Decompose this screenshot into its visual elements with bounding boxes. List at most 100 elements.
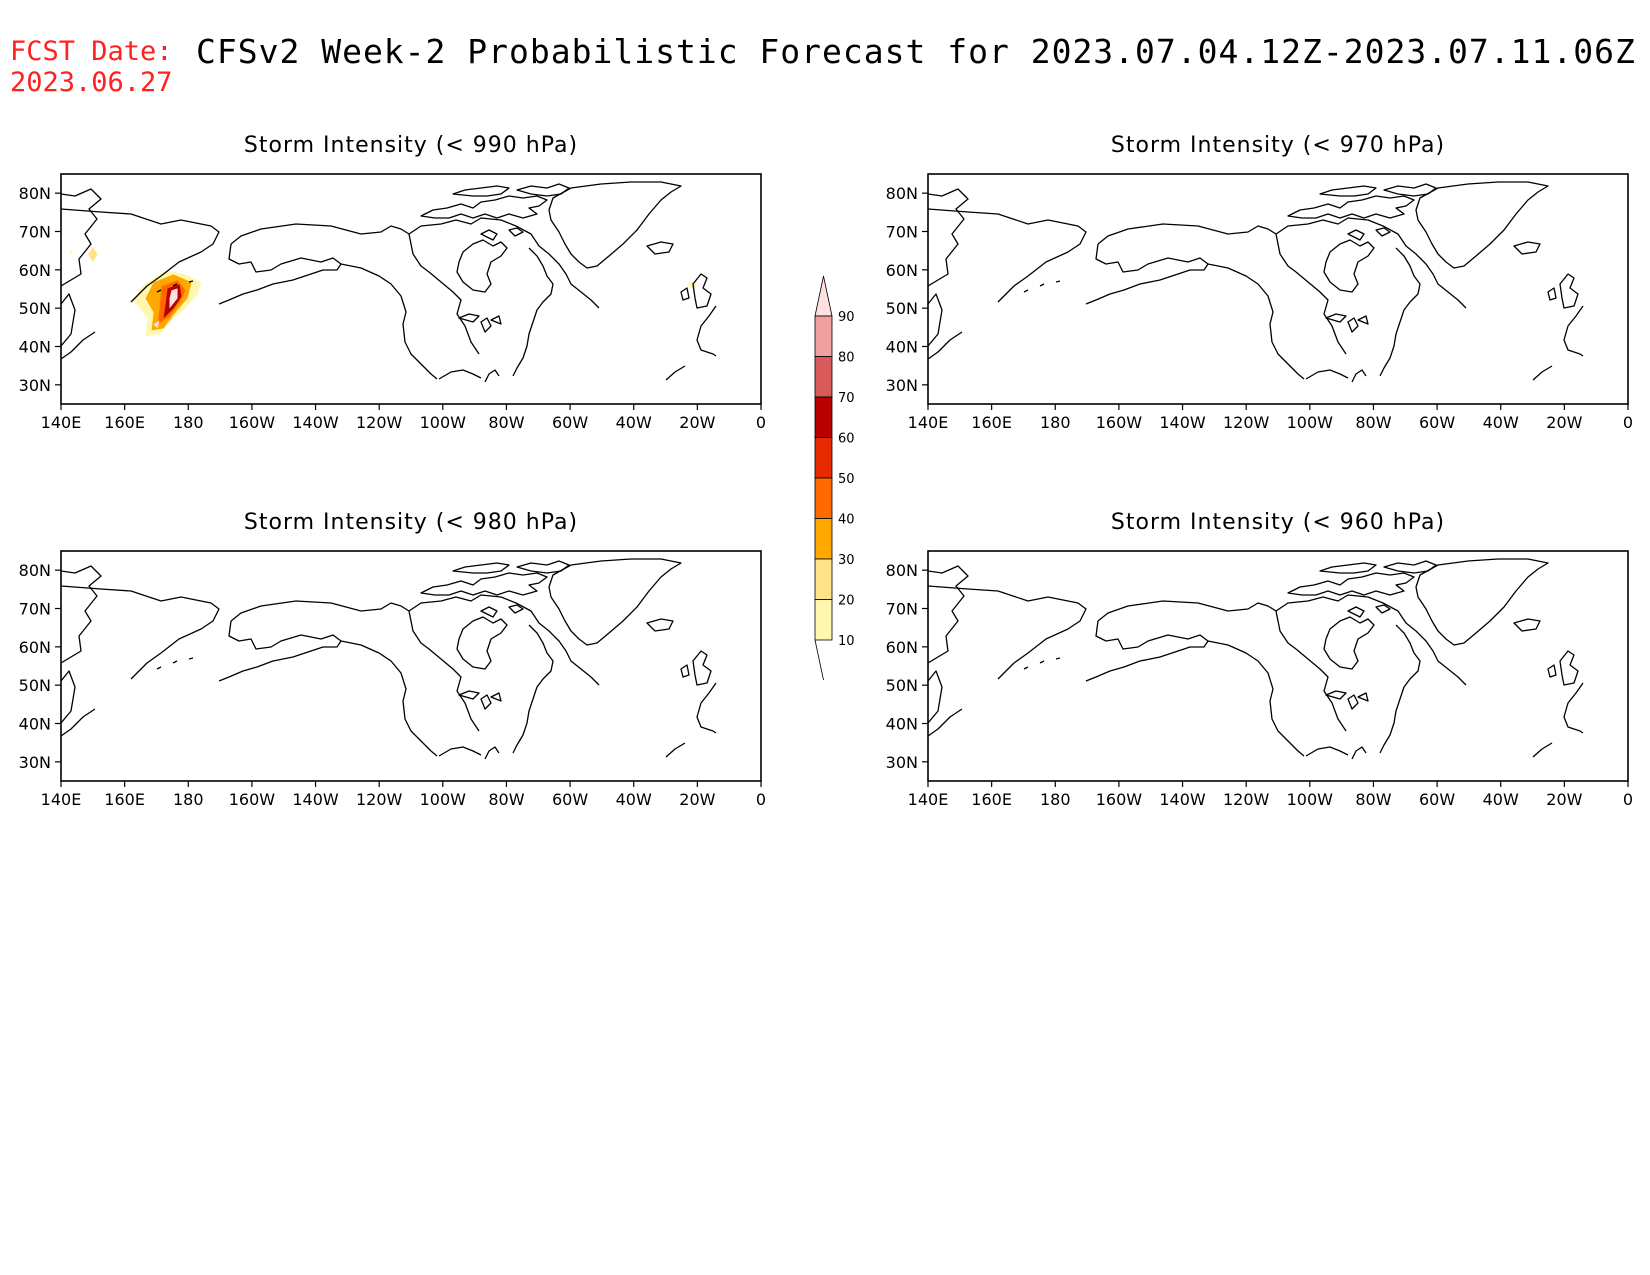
colorbar-tick-label: 10 bbox=[838, 634, 855, 649]
lat-tick-label: 70N bbox=[886, 600, 918, 619]
lon-tick-label: 20W bbox=[679, 413, 715, 432]
lon-tick-label: 180 bbox=[173, 790, 204, 809]
map-panel-p980: Storm Intensity (< 980 hPa) 80N 70N 60N 50N 4… bbox=[19, 510, 766, 809]
lat-tick-label: 30N bbox=[19, 376, 51, 395]
lon-tick-label: 20W bbox=[1546, 413, 1582, 432]
lon-tick-label: 120W bbox=[1223, 790, 1270, 809]
lat-tick-label: 70N bbox=[19, 223, 51, 242]
colorbar-segment bbox=[814, 315, 833, 357]
lon-tick-label: 160E bbox=[971, 790, 1012, 809]
panel-title: Storm Intensity (< 960 hPa) bbox=[1111, 510, 1445, 535]
lon-tick-label: 140W bbox=[292, 790, 339, 809]
lon-tick-label: 140W bbox=[1159, 790, 1206, 809]
lon-tick-label: 160E bbox=[104, 413, 145, 432]
map-frame bbox=[60, 550, 762, 782]
lon-tick-label: 60W bbox=[1419, 413, 1455, 432]
lon-tick-label: 160W bbox=[1096, 413, 1143, 432]
lat-tick-label: 60N bbox=[19, 261, 51, 280]
lat-tick-label: 50N bbox=[19, 676, 51, 695]
lon-tick-label: 100W bbox=[1287, 790, 1334, 809]
fcst-date-label: FCST Date: 2023.06.27 bbox=[10, 36, 173, 98]
lon-tick-label: 120W bbox=[356, 790, 403, 809]
coastline-map bbox=[928, 181, 1584, 383]
lon-tick-label: 20W bbox=[679, 790, 715, 809]
panel-title: Storm Intensity (< 980 hPa) bbox=[244, 510, 578, 535]
lat-tick-label: 50N bbox=[19, 299, 51, 318]
lon-tick-label: 100W bbox=[1287, 413, 1334, 432]
lon-tick-label: 40W bbox=[1483, 413, 1519, 432]
map-panel-p990: Storm Intensity (< 990 hPa) 80N 70N 60N 50N 4… bbox=[19, 133, 766, 432]
colorbar-segment bbox=[814, 437, 833, 479]
lon-tick-label: 140E bbox=[41, 413, 82, 432]
lon-tick-label: 100W bbox=[420, 790, 467, 809]
lon-tick-label: 60W bbox=[552, 413, 588, 432]
map-area bbox=[928, 558, 1584, 760]
lon-tick-label: 180 bbox=[1040, 413, 1071, 432]
lon-tick-label: 160W bbox=[1096, 790, 1143, 809]
lon-tick-label: 120W bbox=[1223, 413, 1270, 432]
lon-tick-label: 0 bbox=[1623, 413, 1633, 432]
panel-title: Storm Intensity (< 990 hPa) bbox=[244, 133, 578, 158]
colorbar-top-triangle bbox=[814, 275, 833, 317]
colorbar-tick-label: 80 bbox=[838, 351, 855, 366]
lon-tick-label: 40W bbox=[1483, 790, 1519, 809]
lon-tick-label: 140E bbox=[41, 790, 82, 809]
map-area bbox=[61, 558, 717, 760]
lon-tick-label: 40W bbox=[616, 790, 652, 809]
map-area bbox=[928, 181, 1584, 383]
colorbar-segment bbox=[814, 477, 833, 519]
colorbar-tick-label: 70 bbox=[838, 391, 855, 406]
map-frame bbox=[927, 550, 1629, 782]
lat-tick-label: 80N bbox=[886, 561, 918, 580]
lon-tick-label: 160W bbox=[229, 413, 276, 432]
lat-tick-label: 50N bbox=[886, 676, 918, 695]
lon-tick-label: 160W bbox=[229, 790, 276, 809]
coastline-map bbox=[61, 558, 717, 760]
lon-tick-label: 180 bbox=[1040, 790, 1071, 809]
colorbar-tick-label: 30 bbox=[838, 553, 855, 568]
lat-tick-label: 30N bbox=[886, 753, 918, 772]
colorbar-segment bbox=[814, 599, 833, 641]
fcst-date-value: 2023.06.27 bbox=[10, 67, 173, 98]
fcst-date-caption: FCST Date: bbox=[10, 36, 173, 67]
lon-tick-label: 140W bbox=[1159, 413, 1206, 432]
lat-tick-label: 80N bbox=[19, 184, 51, 203]
lat-tick-label: 80N bbox=[19, 561, 51, 580]
lat-tick-label: 70N bbox=[19, 600, 51, 619]
lon-tick-label: 0 bbox=[756, 790, 766, 809]
lat-tick-label: 40N bbox=[886, 338, 918, 357]
lon-tick-label: 80W bbox=[488, 413, 524, 432]
map-area bbox=[61, 181, 717, 383]
lon-tick-label: 180 bbox=[173, 413, 204, 432]
figure-title: CFSv2 Week-2 Probabilistic Forecast for … bbox=[196, 32, 1636, 71]
lon-tick-label: 140W bbox=[292, 413, 339, 432]
colorbar-segment bbox=[814, 518, 833, 560]
panel-title: Storm Intensity (< 970 hPa) bbox=[1111, 133, 1445, 158]
lat-tick-label: 30N bbox=[19, 753, 51, 772]
lon-tick-label: 0 bbox=[756, 413, 766, 432]
colorbar-tick-label: 90 bbox=[838, 310, 855, 325]
map-frame bbox=[927, 173, 1629, 405]
lat-tick-label: 40N bbox=[19, 715, 51, 734]
lat-tick-label: 80N bbox=[886, 184, 918, 203]
colorbar-segment bbox=[814, 558, 833, 600]
lon-tick-label: 60W bbox=[552, 790, 588, 809]
colorbar-tick-label: 20 bbox=[838, 594, 855, 609]
lat-tick-label: 40N bbox=[19, 338, 51, 357]
lon-tick-label: 40W bbox=[616, 413, 652, 432]
lon-tick-label: 20W bbox=[1546, 790, 1582, 809]
colorbar-tick-label: 40 bbox=[838, 513, 855, 528]
lon-tick-label: 0 bbox=[1623, 790, 1633, 809]
lon-tick-label: 160E bbox=[104, 790, 145, 809]
lon-tick-label: 140E bbox=[908, 413, 949, 432]
lat-tick-label: 70N bbox=[886, 223, 918, 242]
lon-tick-label: 120W bbox=[356, 413, 403, 432]
lon-tick-label: 140E bbox=[908, 790, 949, 809]
colorbar-segment bbox=[814, 356, 833, 398]
colorbar-segment bbox=[814, 396, 833, 438]
map-panel-p970: Storm Intensity (< 970 hPa) 80N 70N 60N 50N 4… bbox=[886, 133, 1633, 432]
colorbar-tick-label: 50 bbox=[838, 472, 855, 487]
lat-tick-label: 60N bbox=[19, 638, 51, 657]
lon-tick-label: 160E bbox=[971, 413, 1012, 432]
lon-tick-label: 100W bbox=[420, 413, 467, 432]
